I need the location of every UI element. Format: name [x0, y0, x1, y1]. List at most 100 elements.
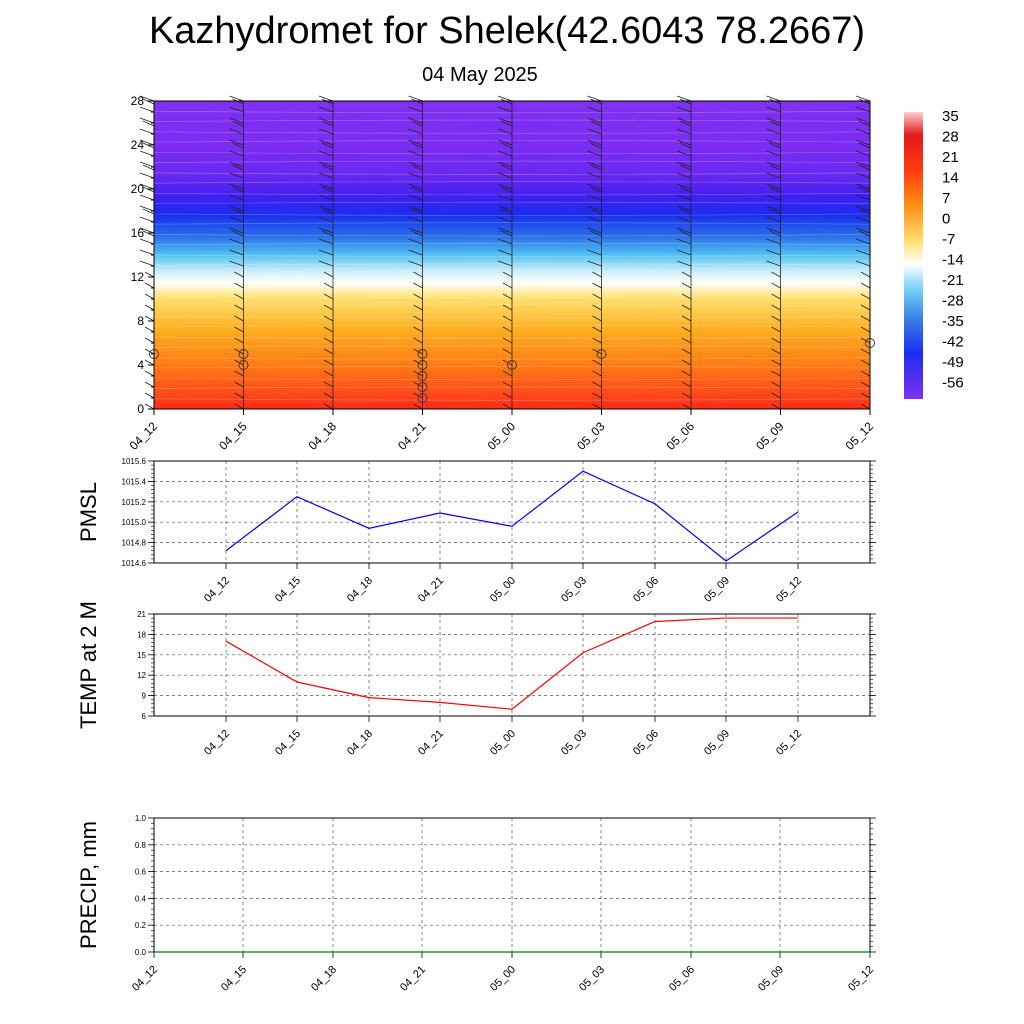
wind-barb	[234, 304, 244, 311]
y-tick-label: 0	[137, 402, 144, 416]
wind-barb	[408, 128, 423, 135]
wind-barb	[411, 186, 423, 193]
wind-barb	[408, 183, 423, 190]
x-tick-label: 04_21	[416, 728, 446, 758]
wind-barb	[500, 120, 513, 127]
wind-barb	[323, 370, 334, 377]
wind-barb	[234, 370, 244, 377]
x-tick-label: 04_15	[216, 419, 250, 453]
wind-barb	[408, 150, 423, 157]
x-tick-label: 04_15	[219, 964, 249, 994]
wind-barb	[769, 142, 781, 149]
wind-barb	[323, 403, 334, 410]
colorbar-label: -42	[942, 334, 964, 351]
y-tick-label: 1015.2	[122, 498, 147, 507]
wind-barb	[497, 106, 513, 113]
wind-barb	[229, 117, 244, 124]
y-tick-label: 21	[137, 610, 146, 619]
y-tick-label: 0.8	[135, 841, 147, 850]
y-tick-label: 1015.6	[122, 457, 147, 466]
wind-barb	[413, 293, 423, 300]
wind-barb	[318, 117, 334, 124]
wind-barb	[318, 106, 334, 113]
wind-barb	[769, 186, 781, 193]
wind-barb	[411, 208, 423, 215]
wind-barb	[771, 271, 781, 278]
wind-barb	[502, 381, 513, 388]
colorbar-label: -7	[942, 231, 955, 248]
wind-barb	[502, 403, 513, 410]
wind-barb	[587, 260, 602, 267]
x-tick-label: 05_09	[702, 728, 732, 758]
wind-barb	[139, 161, 155, 168]
wind-barb	[139, 172, 155, 179]
wind-barb	[497, 183, 513, 190]
colorbar-label: 21	[942, 149, 959, 166]
wind-barb	[592, 381, 602, 388]
x-tick-label: 04_21	[398, 964, 428, 994]
wind-barb	[676, 205, 692, 212]
x-tick-label: 04_21	[395, 419, 429, 453]
wind-barb	[229, 227, 244, 234]
wind-barb	[229, 106, 244, 113]
wind-barb	[858, 186, 871, 193]
wind-barb	[139, 216, 155, 223]
wind-barb	[144, 392, 155, 399]
x-tick-label: 05_12	[774, 728, 804, 758]
wind-barb	[592, 282, 602, 289]
wind-barb	[860, 326, 871, 333]
wind-barb	[766, 139, 781, 146]
wind-barb	[676, 150, 692, 157]
wind-barb	[587, 150, 602, 157]
wind-barb	[766, 117, 781, 124]
wind-barb	[318, 260, 334, 267]
wind-barb	[497, 238, 513, 245]
wind-barb	[860, 293, 871, 300]
wind-barb	[413, 304, 423, 311]
wind-barb	[855, 227, 871, 234]
wind-barb	[229, 128, 244, 135]
wind-barb	[144, 271, 155, 278]
wind-barb	[681, 359, 692, 366]
wind-barb	[144, 359, 155, 366]
wind-barb	[766, 205, 781, 212]
wind-barb	[681, 403, 692, 410]
x-tick-label: 05_09	[753, 419, 787, 453]
x-tick-label: 05_06	[667, 964, 697, 994]
wind-barb	[323, 271, 334, 278]
x-tick-label: 05_03	[559, 575, 589, 605]
wind-barb	[408, 205, 423, 212]
wind-barb	[771, 304, 781, 311]
wind-barb	[679, 164, 692, 171]
wind-barb	[500, 142, 513, 149]
x-tick-label: 05_00	[488, 728, 518, 758]
wind-barb	[502, 326, 513, 333]
wind-barb	[681, 370, 692, 377]
wind-barb	[587, 117, 602, 124]
wind-barb	[497, 205, 513, 212]
y-tick-label: 1014.6	[122, 559, 147, 568]
wind-barb	[234, 337, 244, 344]
y-tick-label: 16	[131, 226, 145, 240]
wind-barb	[855, 106, 871, 113]
calm-circle	[596, 349, 607, 359]
wind-barb	[502, 392, 513, 399]
wind-barb	[771, 293, 781, 300]
wind-barb	[502, 282, 513, 289]
y-tick-label: 15	[137, 651, 146, 660]
wind-barb	[413, 315, 423, 322]
wind-barb	[321, 186, 334, 193]
wind-barb	[408, 95, 423, 102]
wind-barb	[318, 172, 334, 179]
wind-barb	[676, 194, 692, 201]
wind-barb	[855, 161, 871, 168]
wind-barb	[676, 95, 692, 102]
wind-barb	[232, 208, 244, 215]
wind-barb	[860, 304, 871, 311]
wind-barb	[408, 194, 423, 201]
colorbar-label: -35	[942, 313, 964, 330]
wind-barb	[590, 164, 602, 171]
colorbar	[904, 112, 923, 399]
wind-barb	[229, 205, 244, 212]
wind-barb	[318, 95, 334, 102]
